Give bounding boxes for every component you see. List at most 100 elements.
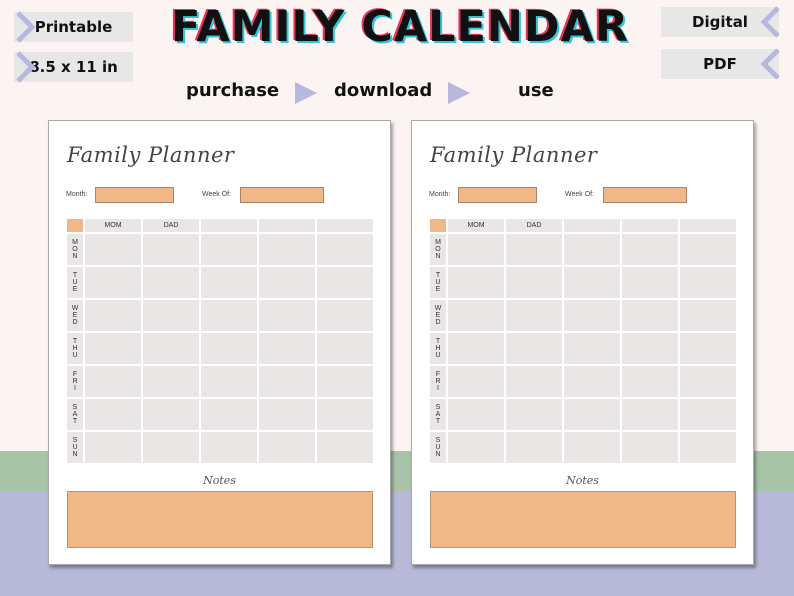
planner-cell <box>317 234 373 265</box>
notes-label: Notes <box>203 474 236 487</box>
day-label: SAT <box>430 399 446 430</box>
day-label: SUN <box>430 432 446 463</box>
day-label: FRI <box>67 366 83 397</box>
step-download: download <box>334 80 433 101</box>
header-corner <box>67 219 83 232</box>
planner-cell <box>448 399 504 430</box>
week-label: Week Of: <box>565 191 595 198</box>
planner-cell <box>448 234 504 265</box>
planner-cell <box>506 300 562 331</box>
digital-tag: Digital <box>661 7 779 37</box>
planner-cell <box>201 366 257 397</box>
column-header <box>317 219 373 232</box>
month-label: Month: <box>429 191 451 198</box>
week-field <box>240 187 324 203</box>
planner-cell <box>201 333 257 364</box>
planner-cell <box>143 432 199 463</box>
day-label: FRI <box>430 366 446 397</box>
planner-cell <box>564 234 620 265</box>
planner-cell <box>448 432 504 463</box>
planner-cell <box>259 234 315 265</box>
planner-cell <box>506 333 562 364</box>
planner-cell <box>564 366 620 397</box>
planner-cell <box>317 366 373 397</box>
day-label: THU <box>67 333 83 364</box>
day-label: TUE <box>430 267 446 298</box>
notes-box <box>67 491 373 548</box>
planner-cell <box>85 300 141 331</box>
planner-cell <box>201 399 257 430</box>
planner-cell <box>85 333 141 364</box>
planner-cell <box>622 366 678 397</box>
planner-cell <box>143 399 199 430</box>
day-label: WED <box>430 300 446 331</box>
planner-cell <box>680 267 736 298</box>
planner-cell <box>506 366 562 397</box>
week-field <box>603 187 687 203</box>
chevron-right-icon <box>16 11 36 43</box>
planner-cell <box>317 432 373 463</box>
month-label: Month: <box>66 191 88 198</box>
month-field <box>95 187 174 203</box>
planner-cell <box>85 267 141 298</box>
month-field <box>458 187 537 203</box>
planner-cell <box>680 333 736 364</box>
planner-cell <box>317 300 373 331</box>
planner-cell <box>448 267 504 298</box>
day-label: WED <box>67 300 83 331</box>
planner-page-preview: Family Planner Month: Week Of: MOM DAD MON TUE… <box>48 120 391 565</box>
planner-cell <box>448 300 504 331</box>
planner-cell <box>622 267 678 298</box>
column-header <box>564 219 620 232</box>
pdf-tag-label: PDF <box>703 55 737 73</box>
planner-cell <box>622 300 678 331</box>
pdf-tag: PDF <box>661 49 779 79</box>
page-title: FAMILY CALENDAR <box>171 2 629 52</box>
planner-cell <box>201 432 257 463</box>
column-header <box>201 219 257 232</box>
column-header: MOM <box>85 219 141 232</box>
planner-cell <box>680 432 736 463</box>
column-header: DAD <box>143 219 199 232</box>
column-header <box>680 219 736 232</box>
chevron-left-icon <box>760 6 780 38</box>
day-label: THU <box>430 333 446 364</box>
planner-cell <box>564 399 620 430</box>
planner-cell <box>448 333 504 364</box>
planner-title: Family Planner <box>430 143 598 167</box>
arrow-right-icon <box>448 82 470 104</box>
planner-cell <box>259 300 315 331</box>
size-tag-label: 8.5 x 11 in <box>29 58 118 76</box>
planner-page-preview: Family Planner Month: Week Of: MOM DAD MON TUE… <box>411 120 754 565</box>
notes-label: Notes <box>566 474 599 487</box>
planner-cell <box>143 366 199 397</box>
day-label: MON <box>430 234 446 265</box>
planner-cell <box>680 234 736 265</box>
step-use: use <box>518 80 554 101</box>
planner-cell <box>680 300 736 331</box>
planner-cell <box>448 366 504 397</box>
planner-cell <box>259 333 315 364</box>
planner-cell <box>622 399 678 430</box>
planner-cell <box>143 300 199 331</box>
column-header: DAD <box>506 219 562 232</box>
column-header <box>622 219 678 232</box>
planner-cell <box>201 234 257 265</box>
header-corner <box>430 219 446 232</box>
notes-box <box>430 491 736 548</box>
chevron-left-icon <box>760 48 780 80</box>
planner-cell <box>201 300 257 331</box>
planner-cell <box>143 267 199 298</box>
planner-cell <box>143 333 199 364</box>
day-label: SAT <box>67 399 83 430</box>
planner-cell <box>85 432 141 463</box>
planner-cell <box>506 432 562 463</box>
planner-cell <box>143 234 199 265</box>
planner-cell <box>680 399 736 430</box>
planner-cell <box>622 234 678 265</box>
planner-cell <box>259 366 315 397</box>
planner-cell <box>259 432 315 463</box>
printable-tag-label: Printable <box>34 18 113 36</box>
column-header <box>259 219 315 232</box>
day-label: MON <box>67 234 83 265</box>
